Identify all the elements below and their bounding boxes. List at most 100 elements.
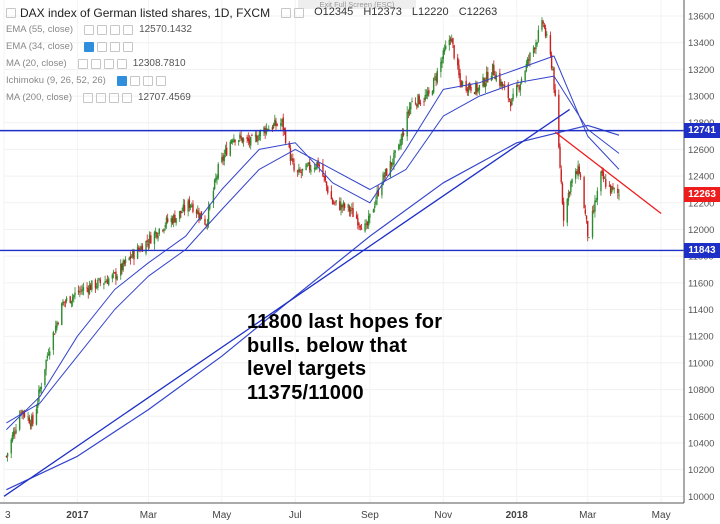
gear-icon[interactable] xyxy=(129,75,140,86)
more-icon[interactable] xyxy=(116,58,127,69)
more-icon[interactable] xyxy=(123,41,134,52)
candle-body xyxy=(213,179,216,190)
candle-body xyxy=(56,322,58,328)
candle-body xyxy=(45,359,47,370)
candle-body xyxy=(104,281,106,284)
indicator-row[interactable]: Ichimoku (9, 26, 52, 26) xyxy=(6,72,504,89)
exit-fullscreen-button[interactable]: Exit Full Screen (ESC) xyxy=(298,0,416,9)
eye-icon[interactable] xyxy=(116,75,127,86)
candle-body xyxy=(571,179,573,184)
candle-body xyxy=(55,325,57,333)
candle-body xyxy=(583,177,585,209)
candle-body xyxy=(383,175,386,178)
x-tick-label: 2018 xyxy=(506,510,529,521)
indicator-row[interactable]: MA (200, close) 12707.4569 xyxy=(6,89,504,106)
candle-body xyxy=(99,279,101,284)
annotation-line: level targets xyxy=(247,358,367,380)
gear-icon[interactable] xyxy=(96,92,106,103)
candle-body xyxy=(561,183,564,204)
candle-body xyxy=(74,292,76,296)
eye-icon[interactable] xyxy=(281,7,292,18)
candle-body xyxy=(154,231,157,234)
uptrend-line xyxy=(3,108,571,497)
drawings xyxy=(0,108,684,497)
candle-body xyxy=(88,284,91,295)
candle-body xyxy=(476,83,478,92)
candle-body xyxy=(330,191,333,200)
candle-body xyxy=(317,160,319,166)
candle-body xyxy=(512,93,514,100)
candle-body xyxy=(478,85,481,90)
candle-body xyxy=(318,164,321,167)
candle-body xyxy=(567,192,570,201)
candle-body xyxy=(52,332,55,350)
candle-body xyxy=(503,84,506,87)
candle-body xyxy=(560,169,562,183)
candle-body xyxy=(6,453,9,457)
y-tick-label: 12000 xyxy=(688,225,714,236)
gear-icon[interactable] xyxy=(97,41,108,52)
candle-body xyxy=(520,79,523,84)
candle-body xyxy=(229,142,231,156)
candle-body xyxy=(508,98,511,100)
candle-body xyxy=(103,283,105,285)
candle-body xyxy=(341,205,343,208)
candle-body xyxy=(342,202,345,207)
candle-body xyxy=(343,203,346,209)
gear-icon[interactable] xyxy=(97,24,108,35)
eye-icon[interactable] xyxy=(77,58,88,69)
candle-body xyxy=(574,171,577,179)
candle-body xyxy=(198,212,200,218)
candle-body xyxy=(280,123,282,126)
candle-body xyxy=(263,127,265,133)
price-badge: 12263 xyxy=(684,186,720,202)
x-tick-label: Mar xyxy=(579,510,597,521)
close-icon[interactable] xyxy=(110,41,121,52)
candle-body xyxy=(588,237,590,239)
candle-body xyxy=(315,167,317,169)
candle-body xyxy=(487,71,489,82)
collapse-icon[interactable] xyxy=(6,7,16,18)
candle-body xyxy=(502,85,505,87)
indicator-row[interactable]: EMA (55, close) 12570.1432 xyxy=(6,21,504,38)
gear-icon[interactable] xyxy=(90,58,101,69)
more-icon[interactable] xyxy=(122,92,132,103)
candle-body xyxy=(105,281,108,283)
candle-body xyxy=(259,130,262,136)
grid xyxy=(3,0,684,503)
candle-body xyxy=(182,204,185,211)
indicator-row[interactable]: MA (20, close) 12308.7810 xyxy=(6,55,504,72)
candle-body xyxy=(115,271,117,280)
chart-annotation[interactable]: 11800 last hopes for bulls. below that l… xyxy=(247,311,487,405)
candle-body xyxy=(469,83,471,89)
x-tick-label: 3 xyxy=(5,510,11,521)
eye-icon[interactable] xyxy=(84,41,95,52)
x-tick-label: Sep xyxy=(361,510,379,521)
candle-body xyxy=(124,259,127,264)
candle-body xyxy=(183,204,186,212)
candle-body xyxy=(313,167,316,170)
close-icon[interactable] xyxy=(109,92,119,103)
close-icon[interactable] xyxy=(103,58,114,69)
y-tick-label: 11200 xyxy=(688,332,714,343)
more-icon[interactable] xyxy=(123,24,134,35)
candle-body xyxy=(170,218,172,223)
more-icon[interactable] xyxy=(155,75,166,86)
candle-body xyxy=(366,222,369,226)
candle-body xyxy=(407,111,410,114)
candle-body xyxy=(27,416,29,418)
eye-icon[interactable] xyxy=(83,92,93,103)
candle-body xyxy=(121,263,123,271)
eye-icon[interactable] xyxy=(84,24,95,35)
candle-body xyxy=(230,140,233,144)
close-icon[interactable] xyxy=(142,75,153,86)
candle-body xyxy=(473,92,476,94)
candle-body xyxy=(355,215,358,219)
indicator-row[interactable]: EMA (34, close) xyxy=(6,38,504,55)
gear-icon[interactable] xyxy=(294,7,305,18)
candle-body xyxy=(289,148,292,162)
candle-body xyxy=(197,210,199,215)
candle-body xyxy=(158,228,160,234)
close-icon[interactable] xyxy=(110,24,121,35)
